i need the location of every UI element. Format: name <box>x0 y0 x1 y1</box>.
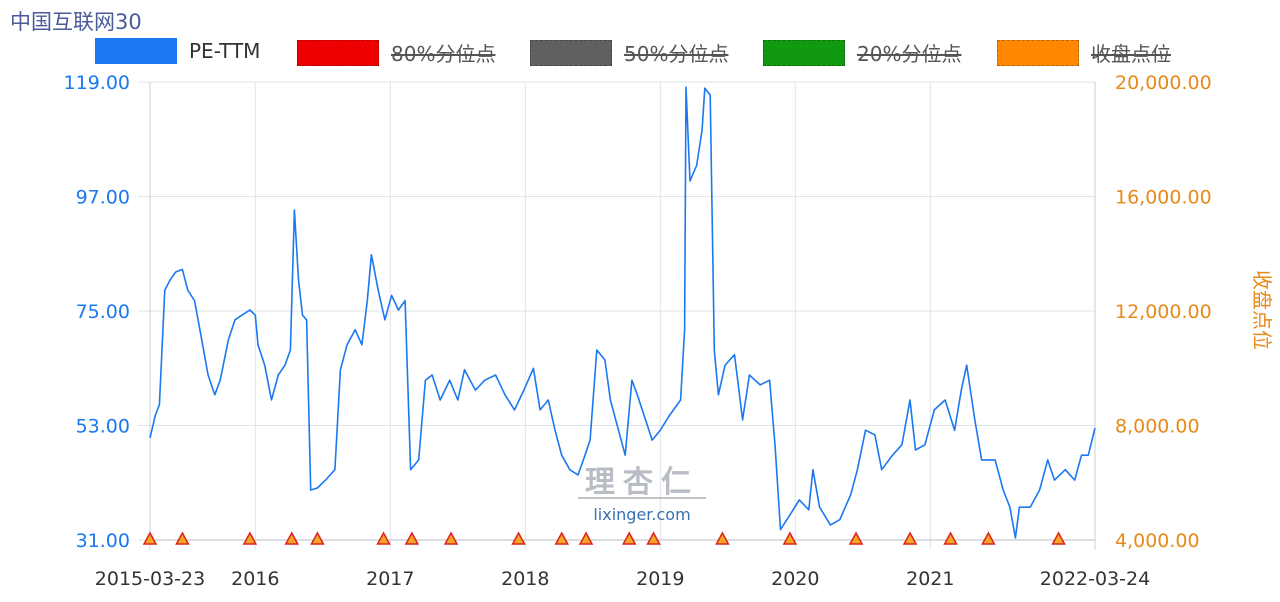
event-marker-triangle <box>310 531 325 545</box>
y-right-tick-label: 12,000.00 <box>1115 301 1212 323</box>
event-marker-triangle <box>943 531 958 545</box>
legend-item[interactable]: PE-TTM <box>95 38 260 64</box>
y-right-tick-label: 8,000.00 <box>1115 416 1200 438</box>
y-right-tick-label: 20,000.00 <box>1115 72 1212 94</box>
y-right-tick-label: 4,000.00 <box>1115 530 1200 552</box>
legend-item[interactable]: 50%分位点 <box>530 38 728 67</box>
x-tick-label: 2018 <box>501 568 549 590</box>
event-marker-triangle <box>404 531 420 545</box>
event-marker-triangle <box>902 531 918 545</box>
event-marker-triangle <box>1051 531 1066 545</box>
event-marker-triangle <box>175 531 190 545</box>
event-marker-triangle <box>142 531 158 545</box>
x-tick-label: 2022-03-24 <box>1040 568 1150 590</box>
y-left-tick-label: 31.00 <box>76 530 130 552</box>
chart-title: 中国互联网30 <box>10 10 142 34</box>
event-marker-triangle <box>646 531 661 545</box>
legend-swatch <box>297 39 379 66</box>
x-tick-label: 2015-03-23 <box>95 568 205 590</box>
x-tick-label: 2019 <box>636 568 684 590</box>
watermark-url: lixinger.com <box>593 505 690 524</box>
legend-swatch <box>763 39 845 66</box>
y-left-tick-label: 53.00 <box>76 416 130 438</box>
event-marker-triangle <box>981 531 996 545</box>
x-tick-label: 2017 <box>366 568 414 590</box>
legend-swatch <box>530 39 612 66</box>
y-right-tick-label: 16,000.00 <box>1115 187 1212 209</box>
y-left-tick-label: 97.00 <box>76 187 130 209</box>
event-marker-triangle <box>511 531 526 545</box>
event-marker-triangle <box>443 531 459 545</box>
y-right-axis-title: 收盘点位 <box>1250 270 1274 350</box>
legend-item[interactable]: 收盘点位 <box>997 38 1171 67</box>
legend-label: 20%分位点 <box>857 42 962 66</box>
event-marker-triangle <box>242 531 258 545</box>
x-tick-label: 2016 <box>231 568 279 590</box>
event-marker-triangle <box>284 531 300 545</box>
legend-item[interactable]: 80%分位点 <box>297 38 495 67</box>
y-left-tick-label: 119.00 <box>64 72 130 94</box>
legend-label: 50%分位点 <box>624 42 729 66</box>
x-tick-label: 2021 <box>906 568 954 590</box>
legend-swatch <box>997 39 1079 66</box>
y-left-tick-label: 75.00 <box>76 301 130 323</box>
event-marker-triangle <box>621 531 637 545</box>
watermark-logo: 理杏仁 <box>585 465 699 500</box>
x-tick-label: 2020 <box>771 568 819 590</box>
legend-swatch <box>95 38 177 64</box>
event-marker-triangle <box>715 531 730 545</box>
event-marker-triangle <box>376 531 391 545</box>
legend-label: 80%分位点 <box>391 42 496 66</box>
series-line-pe-ttm <box>149 86 1096 539</box>
legend-item[interactable]: 20%分位点 <box>763 38 961 67</box>
legend-label: PE-TTM <box>189 39 261 63</box>
event-marker-triangle <box>554 531 570 545</box>
event-marker-triangle <box>848 531 864 545</box>
event-marker-triangle <box>578 531 594 545</box>
legend-label: 收盘点位 <box>1091 42 1171 66</box>
event-marker-triangle <box>782 531 798 545</box>
